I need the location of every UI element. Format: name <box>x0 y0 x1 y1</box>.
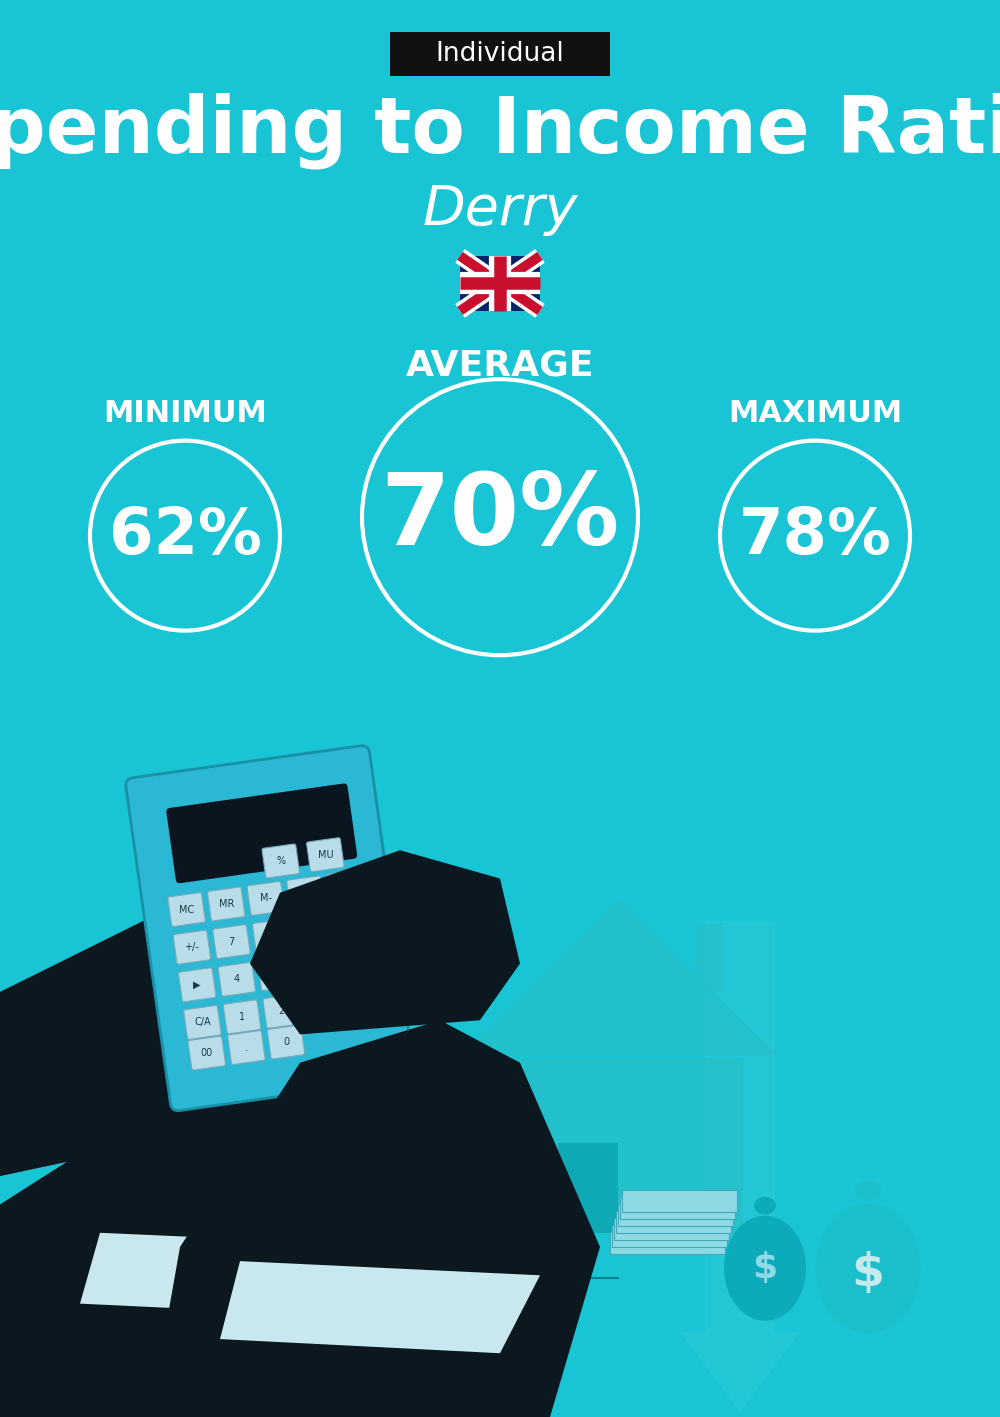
Text: 1: 1 <box>239 1012 245 1022</box>
Text: 78%: 78% <box>739 504 891 567</box>
Text: x: x <box>347 920 353 930</box>
FancyBboxPatch shape <box>390 31 610 77</box>
FancyBboxPatch shape <box>612 1226 727 1247</box>
FancyBboxPatch shape <box>297 951 335 985</box>
Ellipse shape <box>724 1216 806 1321</box>
FancyBboxPatch shape <box>247 881 285 915</box>
FancyBboxPatch shape <box>610 1231 725 1254</box>
FancyBboxPatch shape <box>303 989 340 1023</box>
FancyBboxPatch shape <box>332 908 369 942</box>
FancyBboxPatch shape <box>460 256 540 310</box>
Text: 0: 0 <box>283 1037 289 1047</box>
FancyBboxPatch shape <box>620 1197 735 1219</box>
FancyBboxPatch shape <box>267 1024 305 1058</box>
Text: Derry: Derry <box>422 183 578 237</box>
Text: MC: MC <box>179 904 194 914</box>
FancyBboxPatch shape <box>126 745 414 1111</box>
FancyBboxPatch shape <box>287 876 324 910</box>
FancyBboxPatch shape <box>208 887 245 921</box>
Text: MU: MU <box>318 850 333 860</box>
Text: Spending to Income Ratio: Spending to Income Ratio <box>0 92 1000 169</box>
Text: 70%: 70% <box>380 469 620 565</box>
FancyBboxPatch shape <box>173 930 211 964</box>
FancyBboxPatch shape <box>218 962 255 996</box>
FancyBboxPatch shape <box>292 914 329 948</box>
FancyBboxPatch shape <box>184 1006 221 1040</box>
FancyBboxPatch shape <box>228 1030 265 1064</box>
Text: M-: M- <box>260 894 272 904</box>
Text: 9: 9 <box>308 925 314 935</box>
FancyBboxPatch shape <box>618 1204 733 1226</box>
FancyBboxPatch shape <box>558 1142 618 1233</box>
Text: 3: 3 <box>318 1000 324 1010</box>
Ellipse shape <box>754 1197 776 1214</box>
FancyBboxPatch shape <box>337 945 374 979</box>
Text: C/A: C/A <box>194 1017 211 1027</box>
FancyArrow shape <box>680 921 800 1411</box>
FancyBboxPatch shape <box>258 956 295 990</box>
FancyBboxPatch shape <box>166 784 357 883</box>
FancyBboxPatch shape <box>616 1212 731 1233</box>
Text: 2: 2 <box>279 1006 285 1016</box>
Text: $: $ <box>852 1251 885 1295</box>
Text: 5: 5 <box>273 969 280 979</box>
Text: -: - <box>354 958 357 968</box>
FancyBboxPatch shape <box>307 837 344 871</box>
Text: $: $ <box>752 1251 778 1285</box>
Text: 62%: 62% <box>109 504 261 567</box>
Text: 8: 8 <box>268 931 274 941</box>
FancyBboxPatch shape <box>263 995 300 1029</box>
Text: Individual: Individual <box>436 41 564 67</box>
FancyBboxPatch shape <box>252 920 290 954</box>
Polygon shape <box>250 850 520 1034</box>
FancyBboxPatch shape <box>188 1036 225 1070</box>
Text: :: : <box>343 883 347 893</box>
FancyBboxPatch shape <box>168 893 205 927</box>
Text: 00: 00 <box>201 1049 213 1058</box>
Text: 4: 4 <box>234 975 240 985</box>
Text: .: . <box>245 1043 248 1053</box>
Text: M+: M+ <box>297 888 314 898</box>
Text: +/-: +/- <box>185 942 199 952</box>
FancyBboxPatch shape <box>622 1190 737 1212</box>
Text: AVERAGE: AVERAGE <box>406 349 594 383</box>
Text: MR: MR <box>219 898 234 908</box>
Polygon shape <box>0 1049 520 1417</box>
Polygon shape <box>460 900 778 1056</box>
Text: MINIMUM: MINIMUM <box>103 400 267 428</box>
Text: 7: 7 <box>228 937 235 947</box>
Text: ▶: ▶ <box>193 979 201 990</box>
Ellipse shape <box>855 1182 881 1202</box>
Text: %: % <box>276 856 285 866</box>
Polygon shape <box>0 893 380 1176</box>
FancyBboxPatch shape <box>614 1219 729 1240</box>
Text: MAXIMUM: MAXIMUM <box>728 400 902 428</box>
FancyBboxPatch shape <box>262 845 299 879</box>
FancyBboxPatch shape <box>695 924 723 992</box>
Ellipse shape <box>816 1203 920 1333</box>
FancyBboxPatch shape <box>326 870 364 904</box>
FancyBboxPatch shape <box>213 925 250 958</box>
FancyArrow shape <box>292 850 448 1275</box>
Polygon shape <box>220 1261 540 1353</box>
Polygon shape <box>150 1020 600 1417</box>
Text: 6: 6 <box>313 964 319 973</box>
FancyBboxPatch shape <box>495 1057 743 1233</box>
FancyBboxPatch shape <box>179 968 216 1002</box>
FancyBboxPatch shape <box>223 1000 261 1034</box>
Polygon shape <box>80 1233 420 1318</box>
